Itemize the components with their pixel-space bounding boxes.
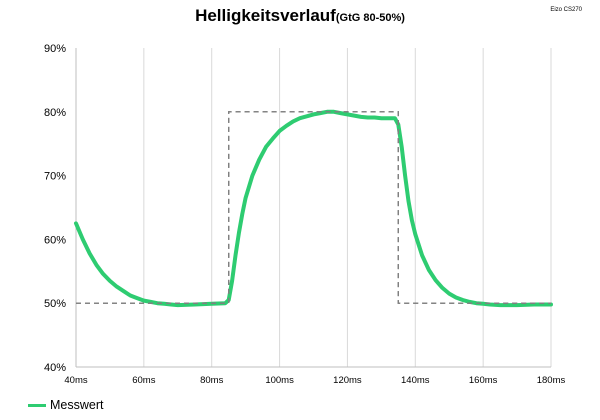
x-tick-label: 120ms: [333, 375, 362, 386]
y-tick-label: 90%: [44, 43, 66, 55]
legend-label: Messwert: [50, 398, 104, 412]
legend-swatch: [28, 403, 46, 407]
series-line-messwert: [74, 109, 553, 308]
x-tick-label: 160ms: [469, 375, 498, 386]
y-tick-label: 40%: [44, 362, 66, 374]
x-tick-label: 140ms: [401, 375, 430, 386]
x-tick-label: 100ms: [265, 375, 294, 386]
chart-title-main: Helligkeitsverlauf: [195, 6, 336, 25]
x-tick-label: 80ms: [200, 375, 223, 386]
x-tick-label: 40ms: [64, 375, 87, 386]
y-tick-label: 60%: [44, 234, 66, 246]
y-tick-label: 70%: [44, 171, 66, 183]
reference-line: [76, 111, 551, 304]
legend: Messwert: [28, 398, 103, 412]
chart-subtitle: (GtG 80-50%): [335, 12, 405, 24]
reference-line-overlay: [76, 111, 551, 304]
y-tick-label: 80%: [44, 107, 66, 119]
chart-title: Helligkeitsverlauf(GtG 80-50%): [0, 6, 600, 26]
corner-note: Eizo CS270: [550, 7, 582, 13]
x-tick-label: 180ms: [537, 375, 566, 386]
y-tick-label: 50%: [44, 298, 66, 310]
x-tick-label: 60ms: [132, 375, 155, 386]
